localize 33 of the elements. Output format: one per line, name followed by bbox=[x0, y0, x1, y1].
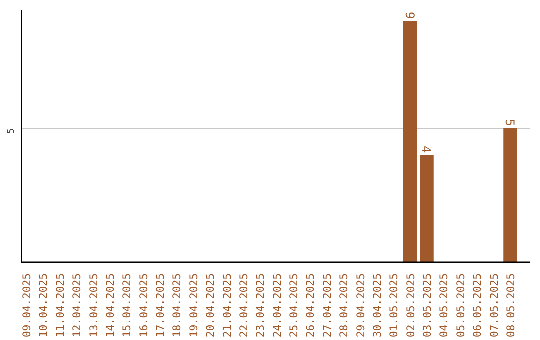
x-tick-label: 14.04.2025 bbox=[104, 274, 117, 338]
x-tick-label: 03.05.2025 bbox=[421, 274, 434, 338]
x-tick-label: 13.04.2025 bbox=[87, 274, 100, 338]
x-tick-label: 25.04.2025 bbox=[288, 274, 301, 338]
x-tick-label: 19.04.2025 bbox=[187, 274, 200, 338]
x-tick-label: 05.05.2025 bbox=[454, 274, 468, 338]
x-tick-label: 23.04.2025 bbox=[254, 274, 268, 338]
x-tick-label: 10.04.2025 bbox=[37, 274, 50, 338]
x-tick-label: 27.04.2025 bbox=[320, 274, 334, 338]
x-tick-label: 21.04.2025 bbox=[220, 274, 234, 338]
x-tick-label: 01.05.2025 bbox=[388, 274, 401, 338]
x-tick-label: 02.05.2025 bbox=[404, 274, 418, 338]
x-tick-label: 09.04.2025 bbox=[20, 274, 34, 338]
x-tick-label: 04.05.2025 bbox=[438, 274, 451, 338]
x-tick-label: 28.04.2025 bbox=[338, 274, 351, 338]
x-tick-label: 24.04.2025 bbox=[270, 274, 284, 338]
x-tick-label: 06.05.2025 bbox=[471, 274, 484, 338]
x-tick-label: 17.04.2025 bbox=[154, 274, 168, 338]
x-tick-label: 20.04.2025 bbox=[204, 274, 218, 338]
data-label: 4 bbox=[420, 146, 434, 154]
x-tick-label: 16.04.2025 bbox=[137, 274, 150, 338]
x-tick-label: 15.04.2025 bbox=[120, 274, 134, 338]
x-tick-label: 29.04.2025 bbox=[354, 274, 368, 338]
x-tick-label: 26.04.2025 bbox=[304, 274, 318, 338]
x-tick-label: 22.04.2025 bbox=[237, 274, 250, 338]
x-tick-label: 12.04.2025 bbox=[70, 274, 84, 338]
data-label: 5 bbox=[502, 119, 517, 126]
x-tick-label: 08.05.2025 bbox=[504, 274, 518, 338]
x-tick-label: 07.05.2025 bbox=[488, 274, 501, 338]
x-tick-label: 11.04.2025 bbox=[54, 274, 67, 338]
x-tick-label: 18.04.2025 bbox=[170, 274, 184, 338]
x-tick-label: 30.04.2025 bbox=[370, 274, 384, 338]
data-label: 9 bbox=[402, 12, 417, 20]
